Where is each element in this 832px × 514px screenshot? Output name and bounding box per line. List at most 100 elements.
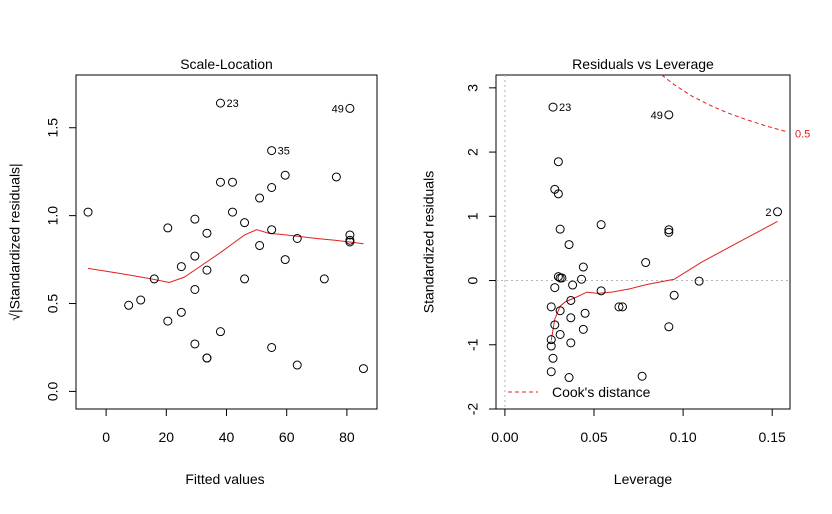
panel1-y-tick-label: 0.0: [45, 381, 61, 401]
panel1-point-label: 49: [332, 103, 344, 115]
panel1-title: Scale-Location: [180, 56, 273, 72]
panel1-data-point: [190, 214, 200, 224]
panel1-smooth-line: [87, 229, 364, 283]
panel1-y-tick-label: 0.5: [45, 294, 61, 314]
panel1-data-point: [345, 237, 355, 247]
panel2-data-point: [618, 302, 628, 312]
panel1-data-point: [202, 265, 212, 275]
panel1-data-point: [240, 274, 250, 284]
panel2-y-tick-label: 0: [465, 276, 481, 284]
panel2-data-point: [614, 302, 624, 312]
panel1-data-point: [358, 364, 368, 374]
panel2-data-point: [664, 227, 674, 237]
panel1-x-tick-label: 40: [219, 429, 235, 445]
panel2-data-point: [664, 110, 674, 120]
panel2-data-point: [580, 308, 590, 318]
panel1-data-point: [190, 339, 200, 349]
panel2-data-point: [548, 102, 558, 112]
panel1-data-point: [345, 230, 355, 240]
panel2-data-point: [577, 274, 587, 284]
panel2-point-label: 49: [651, 110, 663, 122]
panel1-y-axis-label: √|Standardized residuals|: [7, 163, 23, 320]
panel2-plot-frame: [495, 74, 791, 410]
panel2-y-tick-label: 3: [465, 84, 481, 92]
panel2-data-point: [596, 286, 606, 296]
panel1-data-point: [267, 183, 277, 193]
panel2-data-point: [550, 320, 560, 330]
panel1-y-tick-label: 1.5: [45, 118, 61, 138]
panel1-x-axis-label: Fitted values: [185, 471, 264, 487]
panel1-data-point: [83, 207, 93, 217]
panel2-data-point: [553, 189, 563, 199]
panel2-data-point: [555, 224, 565, 234]
panel2-data-point: [564, 373, 574, 383]
panel1-data-point: [163, 316, 173, 326]
panel2-data-point: [555, 329, 565, 339]
panel1-plot-frame: [75, 74, 378, 410]
panel2-data-point: [546, 341, 556, 351]
panel1-data-point: [176, 307, 186, 317]
panel2-data-point: [555, 306, 565, 316]
panel2-data-point: [664, 322, 674, 332]
panel1-point-label: 35: [278, 146, 290, 158]
panel2-cooks-distance-label: 0.5: [795, 129, 810, 141]
panel1-data-point: [345, 235, 355, 245]
panel2-data-point: [773, 207, 783, 217]
panel1-x-tick-label: 60: [279, 429, 295, 445]
panel2-y-tick-label: 2: [465, 148, 481, 156]
panel2-data-point: [546, 302, 556, 312]
panel2-point-label: 23: [559, 102, 571, 114]
panel2-x-tick-label: 0.15: [759, 429, 786, 445]
panel2-data-point: [553, 157, 563, 167]
panel2-data-point: [546, 367, 556, 377]
panel1-data-point: [255, 241, 265, 251]
panel2-data-point: [694, 276, 704, 286]
panel1-y-tick-label: 1.0: [45, 206, 61, 226]
panel2-data-point: [566, 295, 576, 305]
panel1-data-point: [176, 262, 186, 272]
panel2-data-point: [578, 262, 588, 272]
panel1-point-label: 23: [226, 98, 238, 110]
panel2-y-tick-label: -1: [465, 338, 481, 351]
panel2-y-axis-label: Standardized residuals: [421, 171, 437, 313]
panel1-data-point: [267, 146, 277, 156]
panel1-data-point: [331, 172, 341, 182]
panel1-x-tick-label: 20: [159, 429, 175, 445]
panel2-data-point: [596, 220, 606, 230]
panel2-x-axis-label: Leverage: [614, 471, 673, 487]
panel1-data-point: [267, 342, 277, 352]
panel1-data-point: [202, 228, 212, 238]
panel2-data-point: [566, 313, 576, 323]
panel1-data-point: [240, 218, 250, 228]
panel2-y-tick-label: -2: [465, 403, 481, 416]
panel1-data-point: [215, 177, 225, 187]
panel2-x-tick-label: 0.10: [669, 429, 696, 445]
panel1-x-tick-label: 0: [102, 429, 110, 445]
panel2-point-label: 2: [765, 207, 771, 219]
panel1-data-point: [190, 251, 200, 261]
panel1-data-point: [124, 300, 134, 310]
panel1-data-point: [292, 360, 302, 370]
panel1-data-point: [215, 327, 225, 337]
panel2-data-point: [566, 338, 576, 348]
panel2-legend-label: Cook's distance: [552, 384, 651, 400]
panel1-data-point: [345, 103, 355, 113]
panel2-data-point: [664, 225, 674, 235]
panel2-data-point: [564, 240, 574, 250]
panel1-data-point: [280, 170, 290, 180]
panel1-x-tick-label: 80: [339, 429, 355, 445]
panel1-data-point: [202, 353, 212, 363]
panel2-data-point: [641, 258, 651, 268]
panel2-x-tick-label: 0.05: [580, 429, 607, 445]
panel1-data-point: [163, 223, 173, 233]
panel2-data-point: [669, 290, 679, 300]
panel1-data-point: [149, 274, 159, 284]
panel1-data-point: [228, 177, 238, 187]
panel2-x-tick-label: 0.00: [491, 429, 518, 445]
panel1-data-point: [136, 295, 146, 305]
panel2-data-point: [546, 335, 556, 345]
panel2-data-point: [550, 283, 560, 293]
panel1-data-point: [190, 284, 200, 294]
panel1-data-point: [280, 255, 290, 265]
panel2-data-point: [568, 280, 578, 290]
